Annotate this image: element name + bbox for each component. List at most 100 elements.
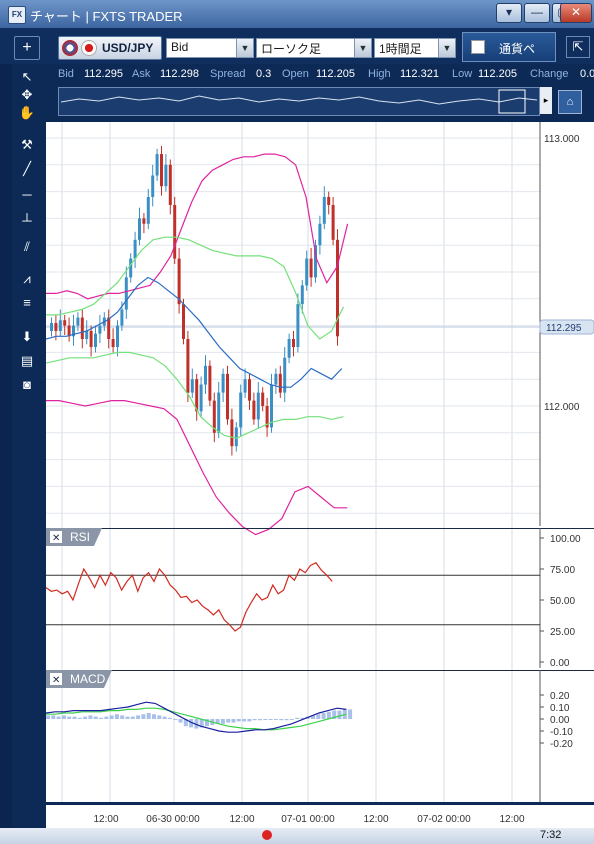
- currency-pair-panel[interactable]: 通貨ペ: [462, 32, 556, 62]
- macd-histogram-bar: [178, 719, 183, 723]
- current-price-label: 112.295: [546, 323, 582, 334]
- macd-histogram-bar: [61, 715, 66, 719]
- macd-histogram-bar: [157, 715, 162, 719]
- record-icon[interactable]: [262, 830, 272, 840]
- macd-histogram-bar: [56, 716, 61, 719]
- candle-body: [164, 164, 168, 187]
- close-button[interactable]: ✕: [560, 3, 592, 23]
- candle-body: [274, 373, 278, 385]
- candle-body: [221, 373, 225, 393]
- channel-icon[interactable]: ⫽: [24, 239, 30, 254]
- macd-histogram-bar: [295, 717, 300, 719]
- hammer-icon[interactable]: ⚒: [21, 137, 33, 152]
- dropdown-icon[interactable]: ▾: [496, 3, 522, 23]
- low-label: Low: [452, 68, 473, 80]
- taskbar: 7:32: [0, 828, 594, 844]
- candle-body: [124, 277, 128, 310]
- candle-body: [300, 285, 304, 305]
- minimize-button[interactable]: —: [524, 3, 550, 23]
- macd-header-tab: [46, 670, 112, 688]
- timeframe-select[interactable]: 1時間足 ▼: [374, 38, 456, 58]
- time-tick-label: 06-30 00:00: [146, 814, 200, 825]
- fan-icon[interactable]: ⩘: [23, 271, 31, 286]
- lock-icon[interactable]: ⌂: [558, 90, 582, 114]
- camera-icon[interactable]: ◙: [23, 377, 31, 392]
- price-tick-label: 112.000: [544, 402, 580, 413]
- candle-body: [199, 384, 203, 412]
- chart-toolbar: + USD/JPY Bid ▼ ローソク足 ▼ 1時間足 ▼ 通貨ペ ⇱: [0, 28, 594, 64]
- bollinger-upper-line: [46, 153, 349, 300]
- candle-body: [63, 320, 67, 326]
- macd-close-box: [50, 673, 62, 685]
- chevron-down-icon: ▼: [354, 39, 371, 57]
- currency-label: 通貨ペ: [499, 42, 536, 56]
- macd-histogram-bar: [146, 713, 151, 719]
- candle-body: [318, 223, 322, 246]
- vertical-line-icon[interactable]: ┴: [22, 213, 32, 228]
- macd-histogram-bar: [51, 715, 56, 719]
- macd-tick-label: 0.20: [550, 691, 570, 702]
- macd-histogram-bar: [120, 715, 125, 719]
- chevron-down-icon: ▼: [438, 39, 455, 57]
- download-icon[interactable]: ⬇: [21, 329, 33, 344]
- rsi-tick-label: 0.00: [550, 658, 570, 669]
- fibonacci-icon[interactable]: ≡: [23, 295, 31, 310]
- macd-histogram-bar: [125, 716, 130, 719]
- candle-body: [107, 317, 111, 339]
- rsi-tick-label: 25.00: [550, 627, 575, 638]
- expand-icon[interactable]: ⇱: [566, 36, 590, 58]
- macd-histogram-bar: [252, 719, 257, 721]
- candle-body: [248, 379, 251, 401]
- macd-histogram-bar: [279, 719, 284, 721]
- crosshair-icon[interactable]: ✥: [21, 87, 33, 102]
- macd-histogram-bar: [162, 716, 167, 719]
- us-flag-icon: [62, 40, 78, 56]
- currency-checkbox[interactable]: [471, 40, 485, 54]
- macd-histogram-bar: [77, 717, 82, 719]
- hand-icon[interactable]: ✋: [18, 105, 36, 120]
- candle-body: [186, 339, 190, 393]
- scroll-right-button[interactable]: ▸: [540, 87, 552, 114]
- trendline-icon[interactable]: ╱: [23, 161, 31, 176]
- macd-histogram-bar: [268, 719, 273, 720]
- candle-body: [296, 304, 300, 348]
- horizontal-line-icon[interactable]: ─: [22, 187, 32, 202]
- chart-type-select[interactable]: ローソク足 ▼: [256, 38, 372, 58]
- list-icon[interactable]: ▤: [20, 353, 34, 368]
- candle-body: [204, 365, 207, 385]
- time-tick-label: 12:00: [93, 814, 118, 825]
- quote-bar: Bid 112.295 Ask 112.298 Spread 0.3 Open …: [50, 64, 594, 84]
- low-value: 112.205: [478, 68, 517, 80]
- price-type-value: Bid: [171, 40, 189, 54]
- macd-histogram-bar: [258, 719, 262, 721]
- candle-body: [146, 196, 150, 224]
- overview-sparkline: [60, 89, 538, 114]
- candle-body: [151, 175, 155, 197]
- rsi-close-box: [50, 531, 62, 543]
- candle-body: [190, 379, 194, 393]
- cursor-icon[interactable]: ↖: [21, 69, 33, 84]
- candle-body: [54, 322, 58, 331]
- bid-label: Bid: [58, 68, 74, 80]
- overview-scroller[interactable]: [58, 87, 540, 116]
- time-tick-label: 12:00: [363, 814, 388, 825]
- macd-histogram-bar: [152, 714, 156, 719]
- candle-body: [58, 320, 62, 331]
- macd-histogram-bar: [311, 715, 315, 719]
- jp-flag-icon: [81, 40, 97, 56]
- chart-area[interactable]: 113.000 112.000 112.295 100.00 75.00 50.00 25.…: [46, 122, 594, 828]
- price-type-select[interactable]: Bid ▼: [166, 38, 254, 58]
- candle-body: [305, 258, 309, 286]
- ask-label: Ask: [132, 68, 151, 80]
- candle-body: [292, 339, 295, 348]
- panel-divider: [46, 528, 594, 529]
- macd-histogram-bar: [263, 719, 268, 720]
- add-chart-button[interactable]: +: [14, 36, 40, 60]
- macd-histogram-bar: [67, 716, 72, 719]
- high-value: 112.321: [400, 68, 439, 80]
- macd-line: [46, 701, 347, 733]
- symbol-selector[interactable]: USD/JPY: [58, 36, 162, 60]
- candle-body: [50, 322, 53, 331]
- candle-body: [182, 304, 185, 339]
- chart-svg[interactable]: 113.000 112.000 112.295 100.00 75.00 50.00 25.…: [46, 122, 594, 828]
